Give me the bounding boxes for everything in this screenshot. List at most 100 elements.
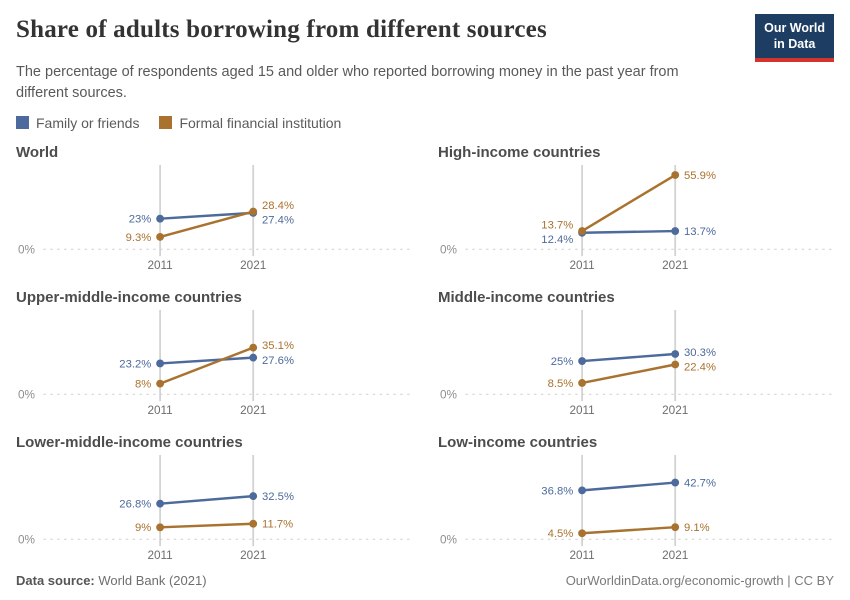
x-axis-tick: 2021 xyxy=(662,259,688,272)
x-axis-tick: 2021 xyxy=(240,404,266,417)
owid-url-link[interactable]: OurWorldinData.org/economic-growth xyxy=(565,573,784,588)
header: Share of adults borrowing from different… xyxy=(16,10,834,137)
chart-panel: High-income countries 0% 2011 2021 13.7% 12.4… xyxy=(438,137,834,275)
x-axis-tick: 2021 xyxy=(240,259,266,272)
panel-title: Lower-middle-income countries xyxy=(16,434,243,452)
data-source: Data source: World Bank (2021) xyxy=(16,573,207,588)
value-label: 8.5% xyxy=(548,378,574,390)
data-point xyxy=(156,523,165,532)
logo-line1: Our World xyxy=(764,21,825,35)
chart-panel: Low-income countries 0% 2011 2021 36.8% 4.5% 4… xyxy=(438,427,834,565)
value-label: 22.4% xyxy=(684,362,716,374)
value-label: 35.1% xyxy=(262,340,294,352)
data-point xyxy=(156,232,165,241)
data-point xyxy=(249,343,258,352)
legend-swatch xyxy=(159,116,173,130)
series-line xyxy=(160,356,254,365)
chart-panel: Upper-middle-income countries 0% 2011 2021 2… xyxy=(16,282,412,420)
value-label: 27.4% xyxy=(262,214,294,226)
panel-title: Low-income countries xyxy=(438,434,598,452)
data-point xyxy=(578,226,587,235)
page-title: Share of adults borrowing from different… xyxy=(16,16,547,43)
data-point xyxy=(249,492,258,501)
chart-subtitle: The percentage of respondents aged 15 an… xyxy=(16,64,679,101)
data-point xyxy=(671,226,680,235)
panel-chart: 0% 2011 2021 36.8% 4.5% 42.7% 9.1% xyxy=(440,455,833,562)
footer: Data source: World Bank (2021) OurWorldi… xyxy=(16,565,834,588)
value-label: 13.7% xyxy=(684,226,716,238)
series-line xyxy=(160,211,254,220)
value-label: 8% xyxy=(135,379,151,391)
series-line xyxy=(160,522,254,529)
panel-chart: 0% 2011 2021 13.7% 12.4% 55.9% 13.7% xyxy=(440,164,833,272)
series-line xyxy=(159,495,254,506)
x-axis-tick: 2011 xyxy=(569,404,594,417)
y-axis-zero-label: 0% xyxy=(440,243,458,256)
panel-chart: 0% 2011 2021 23% 9.3% 28.4% 27.4% xyxy=(18,164,411,272)
panel-title: High-income countries xyxy=(438,143,601,161)
y-axis-zero-label: 0% xyxy=(440,388,458,401)
value-label: 4.5% xyxy=(548,528,574,540)
owid-logo: Our World in Data xyxy=(755,14,834,63)
x-axis-tick: 2021 xyxy=(662,404,688,417)
data-point xyxy=(249,353,258,362)
panel-chart: 0% 2011 2021 26.8% 9% 32.5% 11.7% xyxy=(18,455,411,562)
panel-chart: 0% 2011 2021 23.2% 8% 35.1% 27.6% xyxy=(18,310,411,417)
data-point xyxy=(156,499,165,508)
y-axis-zero-label: 0% xyxy=(18,388,36,401)
legend-item: Family or friends xyxy=(16,115,139,131)
legend-label: Family or friends xyxy=(36,114,140,131)
value-label: 13.7% xyxy=(541,219,573,231)
value-label: 12.4% xyxy=(541,234,573,246)
series-line xyxy=(581,363,676,385)
panels-grid: World 0% 2011 2021 23% 9.3% 28.4% 27.4% High-inc… xyxy=(16,137,834,565)
data-point xyxy=(671,170,680,179)
value-label: 36.8% xyxy=(541,486,573,498)
panel-title: Middle-income countries xyxy=(438,289,615,307)
series-line xyxy=(581,173,676,232)
chart-panel: Middle-income countries 0% 2011 2021 25% 8.5%… xyxy=(438,282,834,420)
legend-swatch xyxy=(16,116,29,130)
legend-item: Formal financial institution xyxy=(159,115,341,131)
data-point xyxy=(671,350,680,358)
license-label: CC BY xyxy=(794,573,834,588)
x-axis-tick: 2011 xyxy=(569,259,594,272)
x-axis-tick: 2011 xyxy=(147,404,172,417)
value-label: 42.7% xyxy=(684,478,716,490)
footer-separator: | xyxy=(783,573,795,588)
series-line xyxy=(159,210,254,238)
series-line xyxy=(582,229,676,234)
data-point xyxy=(249,207,258,216)
x-axis-tick: 2021 xyxy=(240,549,266,562)
logo-line2: in Data xyxy=(773,36,816,51)
data-source-value: World Bank (2021) xyxy=(98,573,207,588)
panel-chart: 0% 2011 2021 25% 8.5% 30.3% 22.4% xyxy=(440,310,833,417)
value-label: 11.7% xyxy=(262,519,293,531)
data-point xyxy=(249,520,258,528)
value-label: 23.2% xyxy=(119,358,151,370)
chart-panel: World 0% 2011 2021 23% 9.3% 28.4% 27.4% xyxy=(16,137,412,275)
footer-attribution: OurWorldinData.org/economic-growth | CC … xyxy=(566,573,834,588)
y-axis-zero-label: 0% xyxy=(18,534,36,547)
value-label: 27.6% xyxy=(262,355,294,367)
data-point xyxy=(578,357,587,366)
panel-title: Upper-middle-income countries xyxy=(16,289,242,307)
y-axis-zero-label: 0% xyxy=(18,243,36,256)
value-label: 23% xyxy=(129,213,152,225)
x-axis-tick: 2021 xyxy=(662,549,688,562)
series-line xyxy=(582,526,676,535)
x-axis-tick: 2011 xyxy=(569,549,594,562)
x-axis-tick: 2011 xyxy=(147,549,172,562)
value-label: 55.9% xyxy=(684,170,716,182)
value-label: 25% xyxy=(551,356,574,368)
data-point xyxy=(671,478,680,487)
value-label: 26.8% xyxy=(119,499,151,511)
value-label: 9.1% xyxy=(684,522,710,534)
value-label: 28.4% xyxy=(262,200,294,212)
series-line xyxy=(581,481,676,492)
data-point xyxy=(156,379,165,388)
value-label: 9.3% xyxy=(126,232,152,244)
panel-title: World xyxy=(16,143,59,161)
data-point xyxy=(156,214,165,223)
